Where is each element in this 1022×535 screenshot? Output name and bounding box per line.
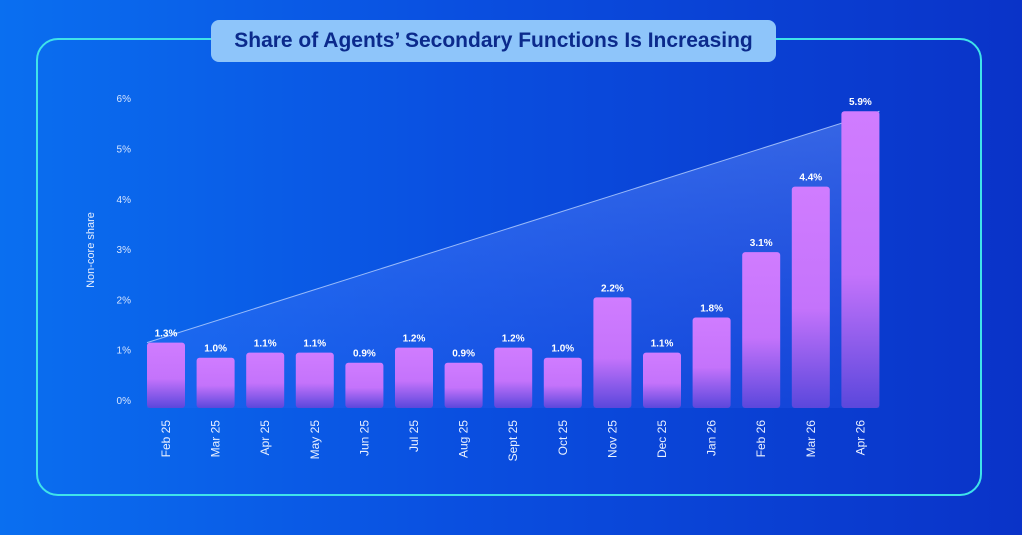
y-tick-label: 3% [117,245,132,256]
bar [246,352,285,408]
x-tick-label: Dec 25 [655,420,669,458]
data-label: 1.0% [204,344,227,355]
data-label: 1.1% [651,339,674,350]
data-label: 1.1% [303,339,326,350]
bar [196,357,235,408]
bar [742,252,781,408]
bar [295,352,334,408]
bar [395,347,433,408]
y-tick-label: 0% [117,396,132,407]
x-tick-label: Mar 25 [209,420,223,458]
data-label: 1.0% [551,344,574,355]
data-label: 1.1% [254,339,277,350]
x-tick-label: Mar 26 [804,420,818,458]
bar [692,317,731,408]
y-axis-label: Non-core share [85,212,97,288]
bar [643,352,681,408]
chart-title: Share of Agents’ Secondary Functions Is … [211,20,776,62]
data-label: 0.9% [353,349,376,360]
x-tick-label: Oct 25 [556,420,570,456]
bar [345,362,384,408]
y-tick-label: 5% [117,145,132,156]
bars: 1.3% 1.0% 1.1% 1.1% 0.9% 1.2% 0.9% 1.2% 1.0% 2.2%… [147,97,880,408]
y-tick-label: 6% [117,94,132,105]
bar [841,111,880,408]
trend-line [146,110,880,344]
bar [593,297,632,408]
data-label: 2.2% [601,283,624,294]
data-label: 1.2% [502,334,525,345]
x-tick-label: Jun 25 [357,420,371,456]
x-tick-label: May 25 [308,420,322,460]
y-tick-label: 2% [117,295,132,306]
data-label: 0.9% [452,349,475,360]
x-tick-label: Sept 25 [506,420,520,462]
x-tick-label: Feb 25 [159,420,173,458]
x-axis: Feb 25 Mar 25 Apr 25 May 25 Jun 25 Jul 25 Aug … [159,420,867,462]
x-tick-label: Jan 26 [705,420,719,456]
bar [444,362,483,408]
x-tick-label: Apr 25 [258,420,272,456]
bar [494,347,533,408]
x-tick-label: Feb 26 [754,420,768,458]
bar [147,342,185,408]
data-label: 3.1% [750,238,773,249]
y-tick-label: 1% [117,346,132,357]
data-label: 5.9% [849,97,872,108]
data-label: 1.8% [700,303,723,314]
x-tick-label: Nov 25 [605,420,619,458]
x-tick-label: Aug 25 [457,420,471,458]
x-tick-label: Apr 26 [853,420,867,456]
y-tick-label: 4% [117,195,132,206]
data-label: 1.2% [403,334,426,345]
x-tick-label: Jul 25 [407,420,421,452]
bar [791,186,830,408]
data-label: 1.3% [155,329,178,340]
data-label: 4.4% [799,173,822,184]
bar [543,357,582,408]
y-axis: 0% 1% 2% 3% 4% 5% 6% Non-core share [85,94,131,407]
